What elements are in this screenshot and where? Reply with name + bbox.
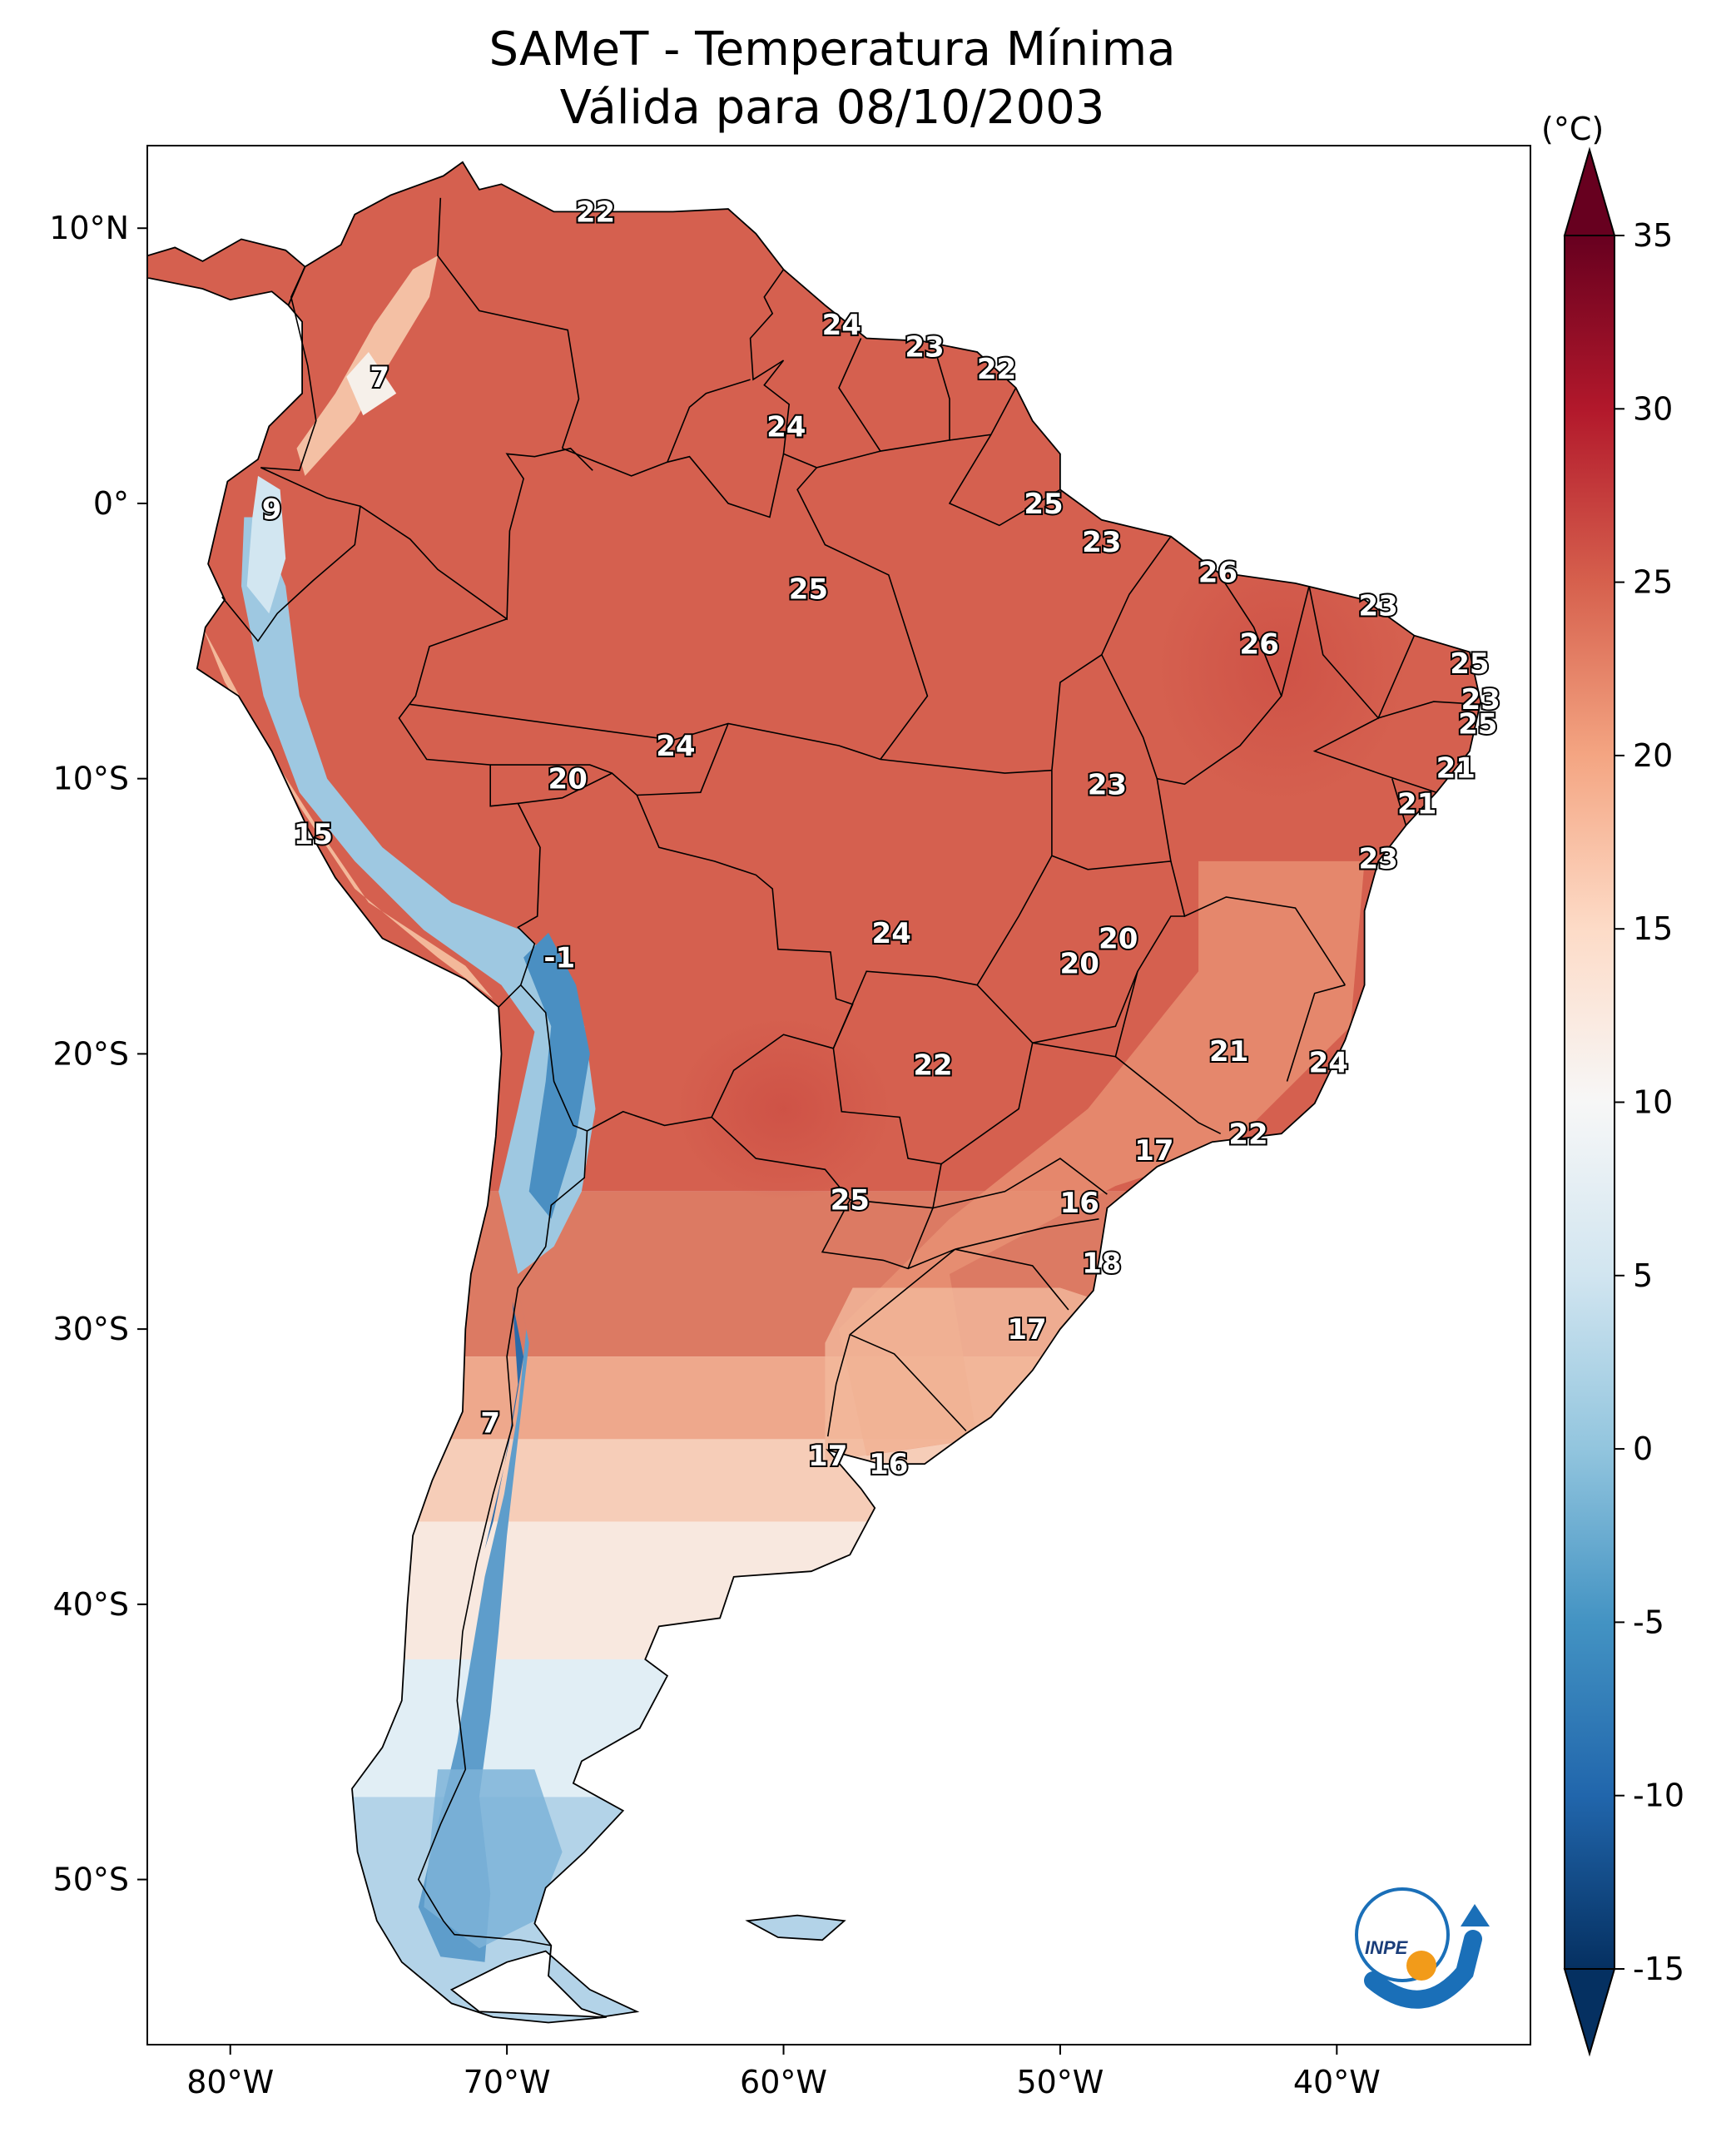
lat-tick-label: 20°S — [53, 1035, 129, 1072]
lat-tick-label: 10°S — [53, 761, 129, 797]
colorbar-tick-label: 5 — [1633, 1257, 1653, 1294]
colorbar-tick-label: 30 — [1633, 390, 1673, 427]
station-label: 24 — [822, 309, 861, 342]
title-line-1: SAMeT - Temperatura Mínima — [489, 22, 1175, 77]
station-label: 25 — [1024, 488, 1063, 521]
station-label: 25 — [1458, 708, 1497, 741]
station-label: 23 — [905, 330, 944, 364]
colorbar-tick-label: 35 — [1633, 217, 1673, 254]
longitude-ticks: 80°W 70°W 60°W 50°W 40°W — [186, 2045, 1381, 2100]
station-label: 26 — [1198, 557, 1238, 590]
colorbar-gradient — [1564, 235, 1615, 1970]
colorbar-tick-label: 0 — [1633, 1431, 1653, 1467]
colorbar-max-arrow — [1563, 146, 1616, 236]
station-label: 23 — [1359, 843, 1398, 876]
station-label: 20 — [548, 763, 588, 796]
station-label: 24 — [766, 410, 806, 444]
lat-tick-label: 50°S — [53, 1862, 129, 1898]
colorbar: (°C) 35 30 25 20 15 10 5 0 -5 -10 -15 — [1541, 111, 1684, 2057]
colorbar-tick-label: -15 — [1633, 1951, 1684, 1987]
colorbar-unit: (°C) — [1541, 111, 1604, 147]
colorbar-min-arrow — [1563, 1968, 1616, 2057]
station-label: 21 — [1397, 787, 1436, 821]
station-label: 25 — [1450, 647, 1489, 681]
station-label: 17 — [1134, 1134, 1173, 1168]
station-label: 7 — [480, 1407, 500, 1440]
station-label: 16 — [1060, 1187, 1099, 1220]
station-label: 22 — [1228, 1118, 1267, 1151]
station-label: 23 — [1088, 768, 1127, 801]
inpe-logo: INPE — [1355, 1887, 1490, 2009]
title-line-2: Válida para 08/10/2003 — [560, 81, 1105, 135]
station-label: 22 — [576, 196, 615, 229]
station-label: 26 — [1240, 628, 1279, 662]
colorbar-ticks: 35 30 25 20 15 10 5 0 -5 -10 -15 — [1614, 217, 1684, 1987]
station-label: 21 — [1209, 1035, 1248, 1069]
lon-tick-label: 70°W — [464, 2064, 551, 2100]
station-label: 17 — [1007, 1313, 1046, 1346]
map-frame — [146, 145, 1531, 2045]
station-label: 21 — [1436, 751, 1476, 785]
station-label: 23 — [1461, 683, 1500, 717]
lon-tick-label: 60°W — [740, 2064, 827, 2100]
colorbar-tick-label: 10 — [1633, 1084, 1673, 1121]
station-label: 25 — [789, 573, 828, 607]
colorbar-tick-label: -5 — [1633, 1604, 1664, 1640]
lon-tick-label: 50°W — [1016, 2064, 1104, 2100]
station-label: 18 — [1082, 1247, 1121, 1281]
station-label: 15 — [294, 818, 333, 851]
station-label: 22 — [977, 353, 1016, 386]
station-label: -1 — [543, 942, 575, 975]
logo-text: INPE — [1365, 1937, 1409, 1958]
lon-tick-label: 40°W — [1293, 2064, 1381, 2100]
lat-tick-label: 0° — [93, 485, 129, 522]
station-label: 16 — [869, 1448, 908, 1481]
station-label: 20 — [1099, 923, 1138, 956]
station-label: 20 — [1060, 947, 1099, 980]
station-label: 22 — [913, 1049, 952, 1083]
station-label: 25 — [831, 1184, 870, 1217]
lon-tick-label: 80°W — [186, 2064, 274, 2100]
latitude-ticks: 10°N 0° 10°S 20°S 30°S 40°S 50°S — [49, 210, 147, 1898]
station-label: 23 — [1359, 589, 1398, 622]
station-label: 23 — [1082, 526, 1121, 559]
station-label: 7 — [370, 361, 389, 394]
country-borders — [221, 197, 1481, 1946]
station-label: 24 — [872, 917, 911, 950]
station-label: 24 — [656, 730, 695, 763]
lat-tick-label: 30°S — [53, 1311, 129, 1347]
colorbar-tick-label: -10 — [1633, 1778, 1684, 1814]
lat-tick-label: 10°N — [49, 210, 129, 246]
colorbar-tick-label: 15 — [1633, 910, 1673, 947]
lat-tick-label: 40°S — [53, 1586, 129, 1623]
colorbar-tick-label: 25 — [1633, 564, 1673, 601]
station-label: 9 — [262, 493, 282, 527]
station-label: 17 — [808, 1440, 847, 1473]
colorbar-tick-label: 20 — [1633, 737, 1673, 774]
station-label: 24 — [1309, 1046, 1348, 1079]
